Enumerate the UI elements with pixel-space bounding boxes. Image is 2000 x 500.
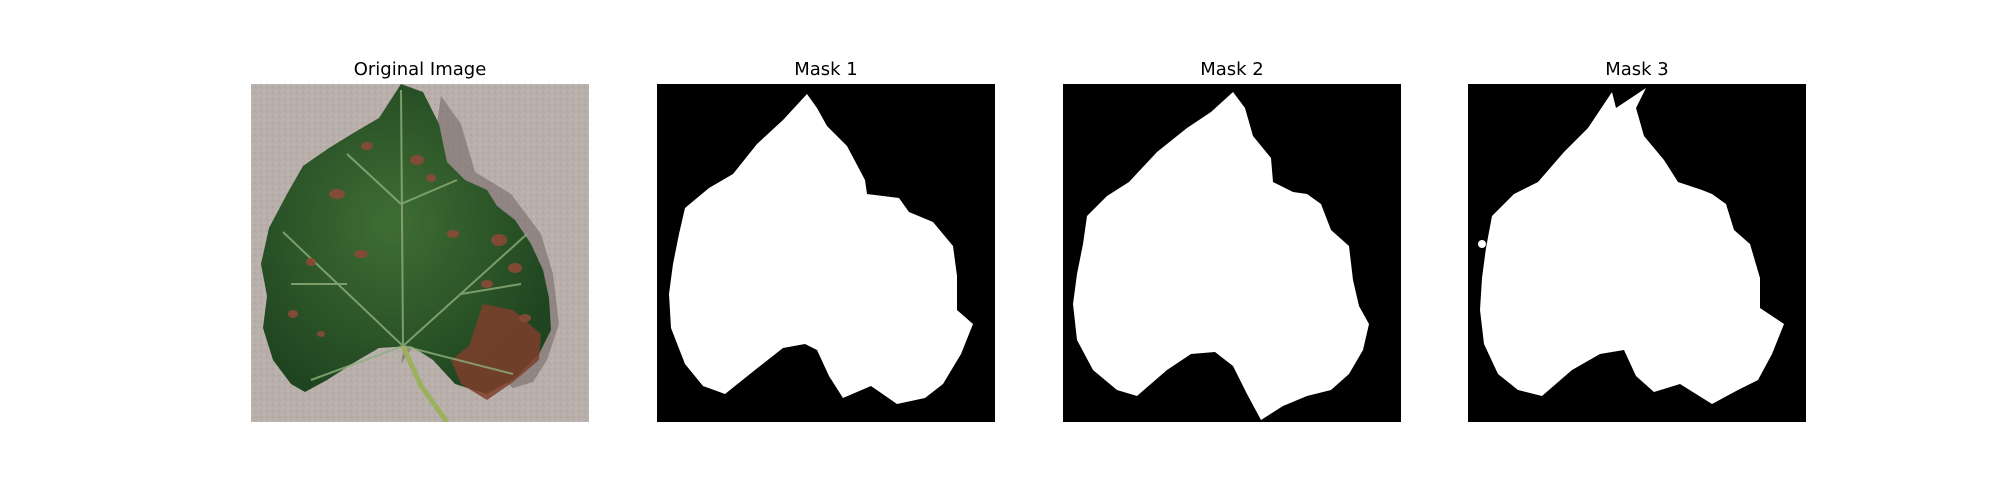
panel-mask-1: Mask 1 (657, 56, 995, 422)
mask-image (1063, 84, 1401, 422)
panel-title: Original Image (251, 56, 589, 84)
original-image (251, 84, 589, 422)
mask-speck (1478, 240, 1486, 248)
panel-title: Mask 1 (657, 56, 995, 84)
panel-mask-2: Mask 2 (1063, 56, 1401, 422)
panel-title: Mask 2 (1063, 56, 1401, 84)
panel-mask-3: Mask 3 (1468, 56, 1806, 422)
mask-image (1468, 84, 1806, 422)
panel-original-image: Original Image (251, 56, 589, 422)
panel-title: Mask 3 (1468, 56, 1806, 84)
mask-image (657, 84, 995, 422)
